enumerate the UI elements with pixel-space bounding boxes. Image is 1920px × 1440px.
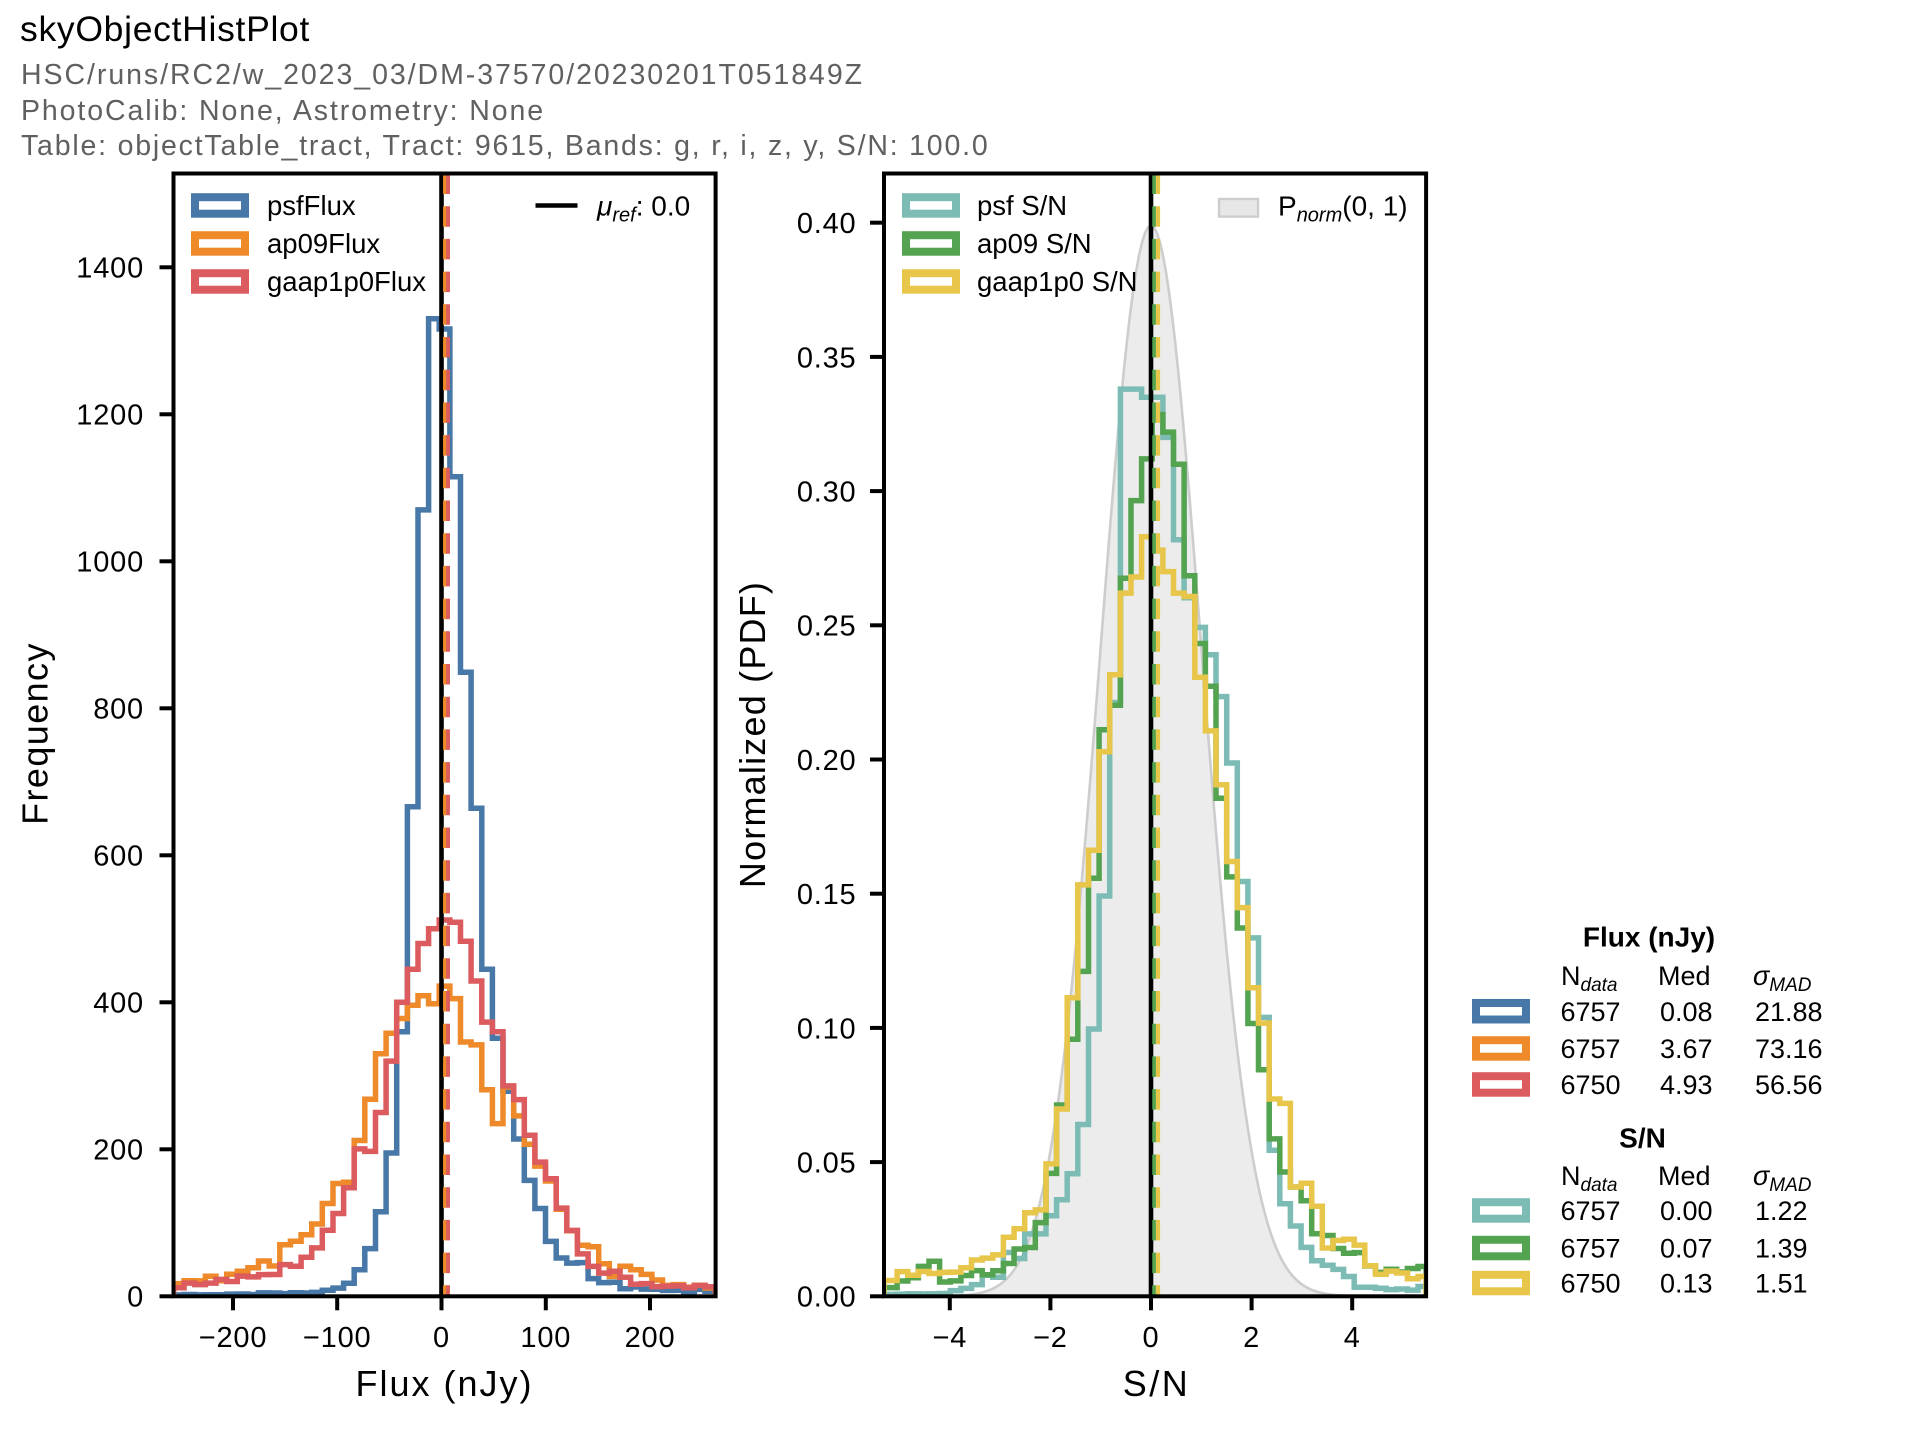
svg-text:S/N: S/N xyxy=(1123,1363,1191,1404)
svg-text:200: 200 xyxy=(93,1135,144,1167)
svg-text:−200: −200 xyxy=(199,1322,268,1354)
svg-text:0: 0 xyxy=(1143,1322,1160,1354)
svg-text:0.07: 0.07 xyxy=(1660,1234,1713,1264)
svg-text:0.00: 0.00 xyxy=(1660,1196,1713,1226)
svg-text:56.56: 56.56 xyxy=(1755,1070,1823,1100)
svg-text:ap09Flux: ap09Flux xyxy=(267,228,380,259)
svg-text:1.51: 1.51 xyxy=(1755,1269,1808,1299)
svg-text:1400: 1400 xyxy=(76,253,144,285)
svg-text:Flux (nJy): Flux (nJy) xyxy=(1583,922,1715,953)
svg-text:0: 0 xyxy=(433,1322,450,1354)
svg-text:800: 800 xyxy=(93,694,144,726)
svg-text:21.88: 21.88 xyxy=(1755,997,1823,1027)
svg-text:200: 200 xyxy=(625,1322,676,1354)
svg-text:6757: 6757 xyxy=(1561,1034,1621,1064)
svg-text:6750: 6750 xyxy=(1561,1070,1621,1100)
svg-text:−4: −4 xyxy=(932,1322,967,1354)
svg-text:0.08: 0.08 xyxy=(1660,997,1713,1027)
svg-text:psfFlux: psfFlux xyxy=(267,190,356,221)
svg-text:0.25: 0.25 xyxy=(797,611,857,643)
svg-text:Med: Med xyxy=(1658,961,1711,991)
svg-text:0.20: 0.20 xyxy=(797,745,857,777)
svg-text:Pnorm(0, 1): Pnorm(0, 1) xyxy=(1278,191,1408,227)
svg-text:−100: −100 xyxy=(303,1322,372,1354)
svg-text:skyObjectHistPlot: skyObjectHistPlot xyxy=(20,9,310,49)
svg-text:73.16: 73.16 xyxy=(1755,1034,1823,1064)
svg-text:4.93: 4.93 xyxy=(1660,1070,1713,1100)
svg-text:σMAD: σMAD xyxy=(1753,961,1812,996)
svg-text:Normalized (PDF): Normalized (PDF) xyxy=(732,581,773,888)
svg-text:0.00: 0.00 xyxy=(797,1282,857,1314)
svg-text:HSC/runs/RC2/w_2023_03/DM-3757: HSC/runs/RC2/w_2023_03/DM-37570/20230201… xyxy=(21,59,864,91)
svg-text:0.15: 0.15 xyxy=(797,879,857,911)
svg-text:Med: Med xyxy=(1658,1161,1711,1191)
svg-text:6757: 6757 xyxy=(1561,1196,1621,1226)
svg-text:psf S/N: psf S/N xyxy=(977,190,1067,221)
svg-text:gaap1p0Flux: gaap1p0Flux xyxy=(267,266,426,297)
svg-text:1.39: 1.39 xyxy=(1755,1234,1808,1264)
svg-text:0.13: 0.13 xyxy=(1660,1269,1713,1299)
svg-text:4: 4 xyxy=(1344,1322,1361,1354)
svg-text:6757: 6757 xyxy=(1561,997,1621,1027)
svg-text:0.40: 0.40 xyxy=(797,208,857,240)
svg-text:gaap1p0 S/N: gaap1p0 S/N xyxy=(977,266,1138,297)
svg-text:Table: objectTable_tract, Trac: Table: objectTable_tract, Tract: 9615, B… xyxy=(21,130,989,162)
svg-text:600: 600 xyxy=(93,841,144,873)
svg-text:1.22: 1.22 xyxy=(1755,1196,1808,1226)
svg-text:1000: 1000 xyxy=(76,547,144,579)
svg-text:μref: 0.0: μref: 0.0 xyxy=(596,191,690,227)
svg-text:σMAD: σMAD xyxy=(1753,1161,1812,1196)
svg-text:S/N: S/N xyxy=(1619,1123,1666,1154)
svg-text:0: 0 xyxy=(127,1282,144,1314)
svg-text:2: 2 xyxy=(1243,1322,1260,1354)
svg-text:400: 400 xyxy=(93,988,144,1020)
svg-text:1200: 1200 xyxy=(76,400,144,432)
svg-text:Flux (nJy): Flux (nJy) xyxy=(355,1363,533,1404)
svg-text:6757: 6757 xyxy=(1561,1234,1621,1264)
svg-text:0.05: 0.05 xyxy=(797,1148,857,1180)
svg-text:0.10: 0.10 xyxy=(797,1013,857,1045)
svg-text:0.30: 0.30 xyxy=(797,477,857,509)
svg-text:ap09 S/N: ap09 S/N xyxy=(977,228,1092,259)
svg-text:3.67: 3.67 xyxy=(1660,1034,1713,1064)
svg-text:6750: 6750 xyxy=(1561,1269,1621,1299)
svg-text:100: 100 xyxy=(520,1322,571,1354)
svg-text:0.35: 0.35 xyxy=(797,342,857,374)
svg-text:−2: −2 xyxy=(1033,1322,1068,1354)
svg-text:Frequency: Frequency xyxy=(15,642,56,825)
svg-text:PhotoCalib: None, Astrometry:: PhotoCalib: None, Astrometry: None xyxy=(21,95,545,127)
